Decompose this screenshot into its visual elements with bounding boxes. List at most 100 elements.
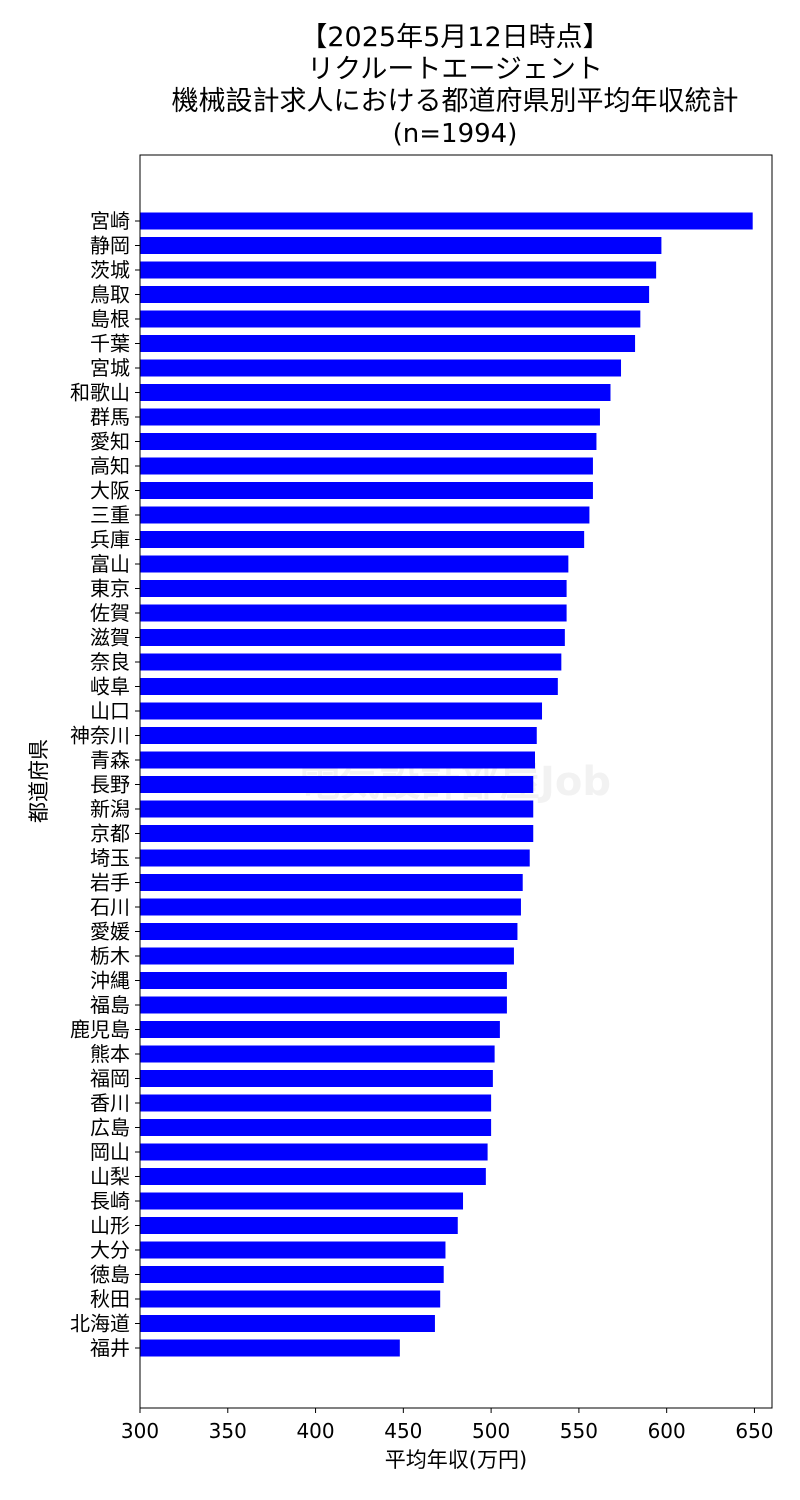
category-label: 島根 [90, 307, 130, 331]
category-label: 秋田 [90, 1287, 130, 1311]
x-tick-label: 400 [296, 1419, 334, 1443]
bar [140, 898, 521, 916]
category-label: 長崎 [90, 1189, 130, 1213]
category-label: 栃木 [90, 944, 130, 968]
x-tick-label: 550 [560, 1419, 598, 1443]
category-label: 熊本 [90, 1042, 130, 1066]
bar [140, 653, 562, 671]
category-label: 滋賀 [90, 626, 130, 650]
category-label: 宮城 [90, 356, 130, 380]
category-label: 京都 [90, 822, 130, 846]
category-label: 北海道 [70, 1312, 130, 1336]
bar [140, 800, 534, 818]
category-label: 石川 [90, 895, 130, 919]
bar [140, 408, 600, 426]
bar [140, 310, 641, 328]
bar [140, 1119, 492, 1136]
category-label: 千葉 [90, 332, 130, 356]
category-label: 徳島 [90, 1263, 130, 1287]
bar [140, 1045, 495, 1063]
category-label: 鹿児島 [70, 1018, 130, 1042]
plot-area-frame [139, 154, 773, 1409]
category-label: 山梨 [90, 1165, 130, 1189]
bar [140, 996, 507, 1014]
bar [140, 261, 657, 279]
category-label: 兵庫 [90, 528, 130, 552]
category-label: 福岡 [90, 1067, 130, 1091]
bar [140, 776, 534, 793]
bar [140, 286, 650, 303]
bar [140, 384, 611, 401]
category-label: 富山 [90, 552, 130, 576]
bar [140, 1094, 492, 1112]
x-tick-label: 650 [735, 1419, 773, 1443]
bar [140, 678, 558, 695]
bar [140, 482, 593, 499]
bar [140, 1021, 500, 1038]
category-label: 愛媛 [90, 920, 130, 944]
category-label: 静岡 [90, 234, 130, 258]
category-label: 高知 [90, 454, 130, 478]
bar [140, 237, 662, 254]
bar [140, 457, 593, 475]
bar [140, 825, 534, 842]
category-label: 香川 [90, 1091, 130, 1115]
category-label: 広島 [90, 1116, 130, 1140]
bar [140, 212, 753, 230]
category-label: 愛知 [90, 430, 130, 454]
bar [140, 1241, 446, 1259]
bar [140, 1192, 464, 1210]
x-tick-label: 500 [472, 1419, 510, 1443]
bar [140, 629, 565, 646]
bar [140, 751, 535, 769]
category-label: 神奈川 [70, 724, 130, 748]
category-label: 佐賀 [90, 601, 130, 625]
x-tick-label: 450 [384, 1419, 422, 1443]
title-line-subject: 機械設計求人における都道府県別平均年収統計 [171, 86, 739, 117]
bar [140, 555, 569, 573]
category-label: 山形 [90, 1214, 130, 1238]
chart-title: 【2025年5月12日時点】 リクルートエージェント 機械設計求人における都道府… [0, 22, 800, 150]
title-line-source: リクルートエージェント [307, 54, 603, 85]
category-label: 鳥取 [90, 283, 130, 307]
bar [140, 1315, 435, 1332]
category-label: 青森 [90, 748, 130, 772]
category-label: 群馬 [90, 405, 130, 429]
bar [140, 1217, 458, 1234]
bar [140, 1266, 444, 1283]
bar [140, 947, 514, 965]
bar [140, 849, 530, 867]
category-label: 三重 [90, 503, 130, 527]
title-line-date: 【2025年5月12日時点】 [300, 22, 610, 53]
x-tick-label: 600 [648, 1419, 686, 1443]
bar [140, 1143, 488, 1161]
category-label: 東京 [90, 577, 130, 601]
category-label: 新潟 [90, 797, 130, 821]
category-label: 福島 [90, 993, 130, 1017]
category-label: 和歌山 [70, 381, 130, 405]
bar [140, 1168, 486, 1185]
category-label: 岐阜 [90, 675, 130, 699]
bar [140, 1070, 493, 1087]
x-tick-label: 350 [209, 1419, 247, 1443]
category-label: 岩手 [90, 871, 130, 895]
bar [140, 506, 590, 524]
bar [140, 702, 543, 720]
bar [140, 580, 567, 597]
category-label: 茨城 [90, 258, 130, 282]
category-label: 岡山 [90, 1140, 130, 1164]
x-axis-title: 平均年収(万円) [385, 1448, 527, 1472]
bar [140, 874, 523, 891]
bar [140, 727, 537, 744]
category-label: 福井 [90, 1336, 130, 1360]
category-label: 大阪 [90, 479, 130, 503]
bar [140, 923, 518, 940]
category-label: 奈良 [90, 650, 130, 674]
category-label: 大分 [90, 1238, 130, 1262]
title-line-sample-size: (n=1994) [392, 119, 518, 149]
x-tick-label: 300 [121, 1419, 159, 1443]
category-label: 長野 [90, 773, 130, 797]
bar [140, 604, 567, 622]
category-label: 山口 [90, 699, 130, 723]
